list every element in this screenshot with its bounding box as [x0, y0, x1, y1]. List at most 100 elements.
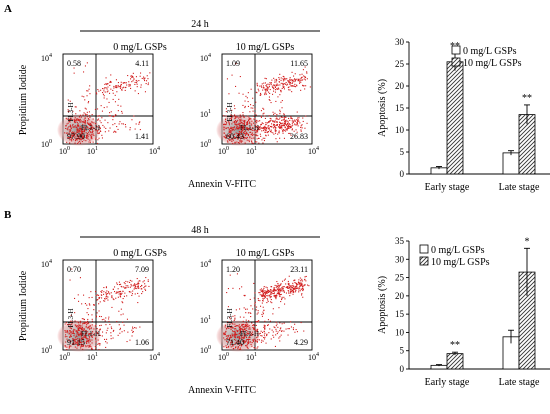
event-dot	[244, 337, 246, 339]
event-dot	[261, 295, 263, 297]
event-dot	[105, 83, 107, 85]
event-dot	[80, 335, 82, 337]
event-dot	[84, 336, 86, 338]
event-dot	[294, 73, 296, 75]
event-dot	[134, 283, 136, 285]
event-dot	[269, 82, 271, 84]
event-dot	[260, 288, 262, 290]
event-dot	[121, 112, 123, 114]
event-dot	[264, 338, 266, 340]
quadrant-ul-value: 0.70	[67, 265, 81, 274]
plot-frame	[221, 259, 313, 351]
event-dot	[89, 328, 91, 330]
event-dot	[289, 132, 291, 134]
event-dot	[241, 131, 243, 133]
event-dot	[268, 86, 270, 88]
event-dot	[106, 98, 108, 100]
event-dot	[75, 342, 77, 344]
event-dot	[243, 340, 245, 342]
event-dot	[294, 86, 296, 88]
event-dot	[97, 89, 99, 91]
event-dot	[247, 326, 249, 328]
event-dot	[83, 322, 85, 324]
event-dot	[255, 134, 257, 136]
event-dot	[119, 293, 121, 295]
event-dot	[77, 124, 79, 126]
event-dot	[277, 96, 279, 98]
event-dot	[238, 130, 240, 132]
event-dot	[247, 323, 249, 325]
event-dot	[122, 290, 124, 292]
event-dot	[281, 128, 283, 130]
event-dot	[248, 123, 250, 125]
event-dot	[95, 331, 97, 333]
event-dot	[88, 346, 90, 348]
event-dot	[263, 87, 265, 89]
event-dot	[90, 131, 92, 133]
event-dot	[233, 339, 235, 341]
event-dot	[82, 129, 84, 131]
event-dot	[73, 328, 75, 330]
event-dot	[79, 121, 81, 123]
event-dot	[99, 127, 101, 129]
event-dot	[70, 129, 72, 131]
bar-control	[502, 152, 520, 175]
event-dot	[122, 82, 124, 84]
event-dot	[94, 129, 96, 131]
event-dot	[279, 124, 281, 126]
event-dot	[78, 119, 80, 121]
event-dot	[226, 78, 228, 80]
event-dot	[263, 127, 265, 129]
event-dot	[300, 125, 302, 127]
event-dot	[267, 324, 269, 326]
panel-label: B	[4, 209, 12, 221]
event-dot	[269, 92, 271, 94]
event-dot	[255, 126, 257, 128]
event-dot	[76, 333, 78, 335]
event-dot	[69, 332, 71, 334]
event-dot	[231, 123, 233, 125]
event-dot	[134, 81, 136, 83]
event-dot	[93, 127, 95, 129]
event-dot	[279, 336, 281, 338]
event-dot	[258, 126, 260, 128]
event-dot	[259, 292, 261, 294]
event-dot	[93, 304, 95, 306]
event-dot	[80, 337, 82, 339]
event-dot	[228, 334, 230, 336]
event-dot	[76, 131, 78, 133]
event-dot	[255, 340, 257, 342]
event-dot	[119, 87, 121, 89]
event-dot	[236, 124, 238, 126]
event-dot	[243, 116, 245, 118]
event-dot	[303, 85, 305, 87]
event-dot	[124, 87, 126, 89]
event-dot	[297, 80, 299, 82]
event-dot	[252, 339, 254, 341]
event-dot	[243, 128, 245, 130]
event-dot	[95, 348, 97, 350]
event-dot	[246, 346, 248, 348]
event-dot	[231, 115, 233, 117]
event-dot	[275, 81, 277, 83]
event-dot	[240, 140, 242, 142]
event-dot	[87, 320, 89, 322]
event-dot	[287, 121, 289, 123]
event-dot	[67, 340, 69, 342]
event-dot	[105, 324, 107, 326]
event-dot	[250, 305, 252, 307]
event-dot	[71, 135, 73, 137]
event-dot	[240, 335, 242, 337]
event-dot	[243, 307, 245, 309]
event-dot	[98, 297, 100, 299]
event-dot	[227, 335, 229, 337]
x-tick-label: 101	[246, 352, 257, 362]
event-dot	[227, 337, 229, 339]
event-dot	[236, 132, 238, 134]
event-dot	[296, 287, 298, 289]
event-dot	[242, 125, 244, 127]
event-dot	[250, 134, 252, 136]
event-dot	[223, 334, 225, 336]
